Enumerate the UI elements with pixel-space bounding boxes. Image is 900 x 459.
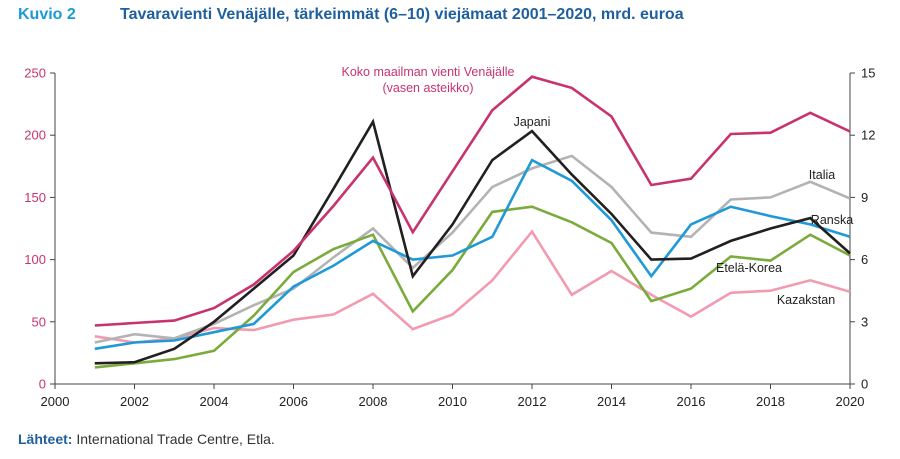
- series-label-japani: Japani: [514, 115, 551, 129]
- x-axis-ticks: 2000 2002 2004 2006 2008 2010 2012 2014 2016 2018…: [41, 384, 865, 409]
- figure-title: Tavaravienti Venäjälle, tärkeimmät (6–10…: [120, 6, 684, 23]
- left-tick-label: 250: [24, 66, 46, 81]
- series-line-kazakstan: [94, 229, 851, 344]
- x-tick-label: 2008: [359, 394, 388, 409]
- x-tick-label: 2012: [518, 394, 547, 409]
- left-tick-label: 200: [24, 128, 46, 143]
- x-tick-label: 2018: [756, 394, 785, 409]
- right-tick-label: 15: [861, 66, 875, 81]
- series-label-ranska: Ranska: [811, 213, 853, 227]
- source-text: International Trade Centre, Etla.: [76, 431, 275, 447]
- series-label-total-line1: Koko maailman vienti Venäjälle: [341, 65, 514, 79]
- x-tick-label: 2006: [279, 394, 308, 409]
- series-line-japani: [94, 118, 851, 365]
- series-label-total-line2: (vasen asteikko): [382, 81, 473, 95]
- x-tick-label: 2016: [677, 394, 706, 409]
- source-label: Lähteet:: [18, 431, 73, 447]
- figure-number: Kuvio 2: [18, 6, 76, 23]
- left-tick-label: 0: [39, 377, 46, 392]
- left-tick-label: 50: [32, 314, 46, 329]
- series-lines: [94, 75, 851, 369]
- x-tick-label: 2010: [438, 394, 467, 409]
- right-tick-label: 3: [861, 314, 868, 329]
- series-line-italia: [94, 154, 851, 344]
- right-tick-label: 6: [861, 252, 868, 267]
- x-tick-label: 2020: [836, 394, 865, 409]
- series-labels: Koko maailman vienti Venäjälle (vasen as…: [341, 65, 853, 307]
- series-line-ranska: [94, 158, 851, 351]
- right-tick-label: 0: [861, 377, 868, 392]
- series-label-kazakstan: Kazakstan: [777, 293, 835, 307]
- source-note: Lähteet: International Trade Centre, Etl…: [18, 431, 275, 447]
- series-label-etela-korea: Etelä-Korea: [716, 261, 782, 275]
- x-tick-label: 2000: [41, 394, 70, 409]
- right-tick-label: 12: [861, 128, 875, 143]
- series-label-italia: Italia: [809, 168, 835, 182]
- right-tick-label: 9: [861, 190, 868, 205]
- x-tick-label: 2004: [200, 394, 229, 409]
- left-axis-ticks: 0 50 100 150 200 250: [24, 66, 55, 392]
- series-line-koko: [94, 75, 851, 327]
- left-tick-label: 100: [24, 252, 46, 267]
- x-tick-label: 2002: [120, 394, 149, 409]
- series-line-etelä-korea: [94, 205, 851, 369]
- figure-header: Kuvio 2 Tavaravienti Venäjälle, tärkeimm…: [18, 6, 684, 28]
- x-tick-label: 2014: [597, 394, 626, 409]
- left-tick-label: 150: [24, 190, 46, 205]
- right-axis-ticks: 0 3 6 9 12 15: [850, 66, 875, 392]
